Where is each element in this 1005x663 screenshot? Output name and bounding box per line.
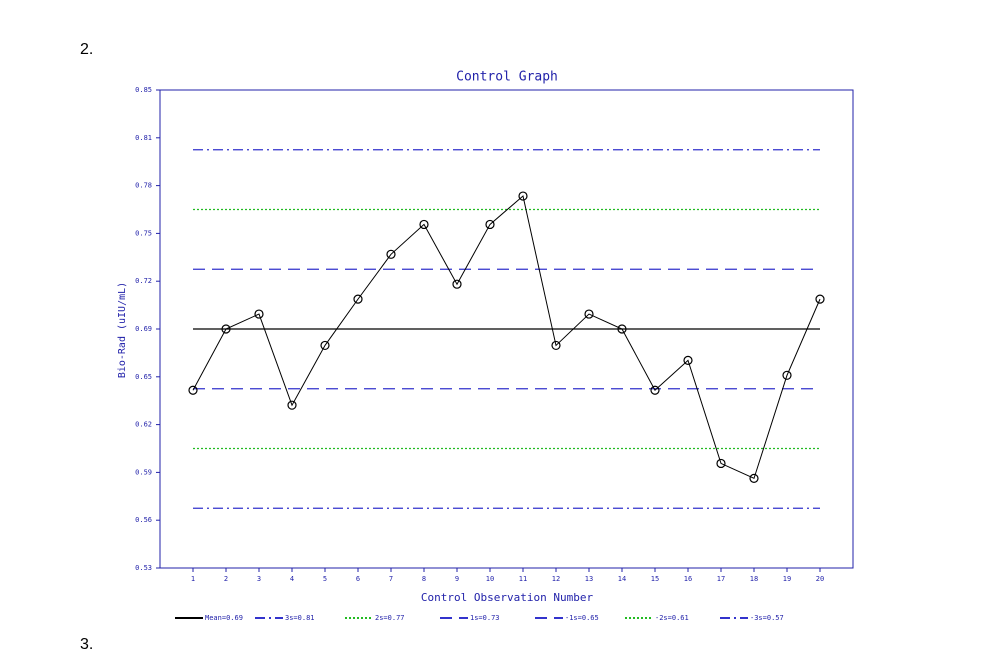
y-tick-label: 0.56 bbox=[135, 516, 152, 524]
data-point bbox=[683, 355, 693, 365]
legend-label: -1s=0.65 bbox=[565, 614, 599, 622]
chart-title: Control Graph bbox=[456, 70, 558, 85]
y-tick-label: 0.53 bbox=[135, 564, 152, 572]
data-point bbox=[386, 249, 396, 259]
x-tick-label: 15 bbox=[651, 575, 659, 583]
data-point bbox=[584, 309, 594, 319]
y-axis-label: Bio-Rad (uIU/mL) bbox=[117, 282, 128, 378]
y-tick-label: 0.81 bbox=[135, 134, 152, 142]
legend-label: -3s=0.57 bbox=[750, 614, 784, 622]
section-number: 2. bbox=[80, 41, 93, 58]
x-tick-label: 9 bbox=[455, 575, 459, 583]
x-tick-label: 13 bbox=[585, 575, 593, 583]
legend-label: 3s=0.81 bbox=[285, 614, 315, 622]
x-tick-label: 8 bbox=[422, 575, 426, 583]
data-line bbox=[192, 195, 821, 480]
x-tick-label: 12 bbox=[552, 575, 560, 583]
data-point bbox=[419, 219, 429, 230]
x-tick-label: 5 bbox=[323, 575, 327, 583]
data-point bbox=[320, 340, 330, 351]
x-tick-label: 2 bbox=[224, 575, 228, 583]
x-tick-label: 7 bbox=[389, 575, 393, 583]
y-tick-label: 0.72 bbox=[135, 277, 152, 285]
x-tick-label: 14 bbox=[618, 575, 626, 583]
x-tick-label: 10 bbox=[486, 575, 494, 583]
data-point bbox=[617, 324, 627, 334]
x-tick-label: 11 bbox=[519, 575, 527, 583]
x-tick-label: 20 bbox=[816, 575, 824, 583]
legend-label: 2s=0.77 bbox=[375, 614, 405, 622]
data-point bbox=[221, 324, 231, 334]
legend-label: -2s=0.61 bbox=[655, 614, 689, 622]
x-tick-label: 4 bbox=[290, 575, 294, 583]
data-point bbox=[749, 473, 759, 483]
section-number: 3. bbox=[80, 636, 93, 653]
x-tick-label: 18 bbox=[750, 575, 758, 583]
y-tick-label: 0.69 bbox=[135, 325, 152, 333]
legend-label: Mean=0.69 bbox=[205, 614, 243, 622]
x-axis-label: Control Observation Number bbox=[421, 591, 594, 604]
data-point bbox=[815, 294, 825, 304]
data-point bbox=[485, 219, 495, 230]
data-point bbox=[716, 458, 726, 469]
y-tick-label: 0.75 bbox=[135, 229, 152, 237]
data-point bbox=[353, 294, 363, 304]
x-tick-label: 3 bbox=[257, 575, 261, 583]
data-point bbox=[551, 340, 561, 351]
data-point bbox=[452, 279, 462, 289]
y-tick-label: 0.59 bbox=[135, 468, 152, 476]
data-point bbox=[518, 191, 528, 201]
x-tick-label: 19 bbox=[783, 575, 791, 583]
y-tick-label: 0.78 bbox=[135, 182, 152, 190]
data-point bbox=[254, 309, 264, 319]
x-tick-label: 1 bbox=[191, 575, 195, 583]
x-tick-label: 17 bbox=[717, 575, 725, 583]
data-point bbox=[287, 400, 297, 410]
data-point bbox=[782, 370, 792, 380]
x-tick-label: 16 bbox=[684, 575, 692, 583]
y-tick-label: 0.85 bbox=[135, 86, 152, 94]
data-point bbox=[188, 385, 198, 395]
y-tick-label: 0.62 bbox=[135, 421, 152, 429]
y-tick-label: 0.65 bbox=[135, 373, 152, 381]
x-tick-label: 6 bbox=[356, 575, 360, 583]
data-point bbox=[650, 385, 660, 395]
legend-label: 1s=0.73 bbox=[470, 614, 500, 622]
